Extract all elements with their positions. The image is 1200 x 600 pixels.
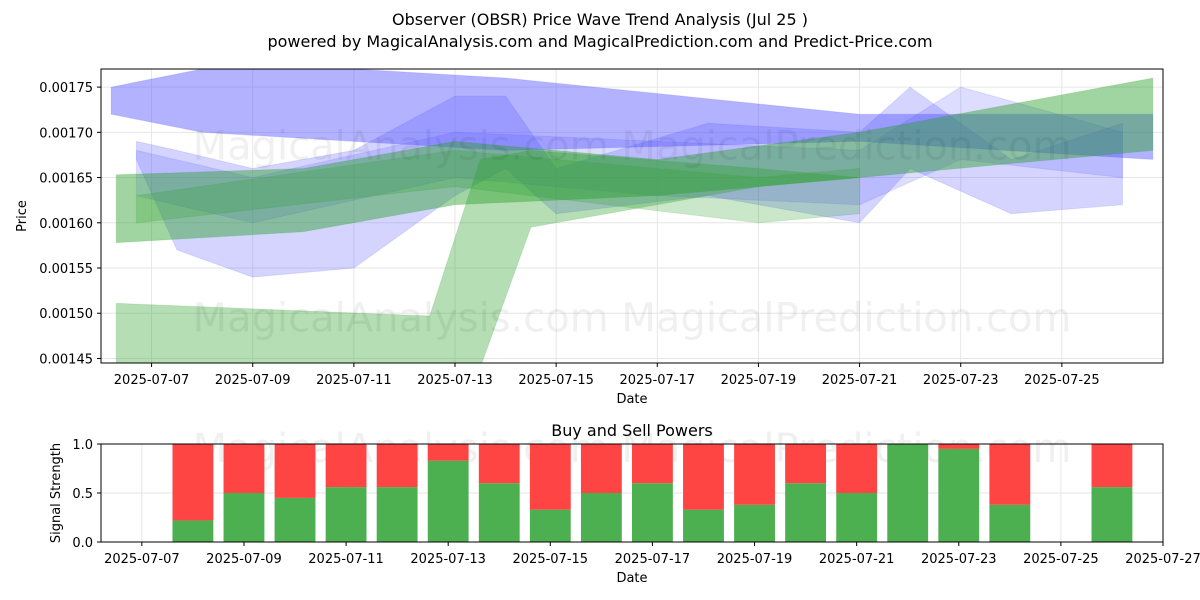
y-tick-label: 0.00160: [39, 217, 93, 232]
buy-bar: [938, 448, 980, 542]
buy-bar: [683, 509, 724, 542]
sell-bar: [580, 444, 622, 493]
x-tick-label: 2025-07-13: [417, 373, 493, 388]
y-tick-label: 0.00150: [39, 307, 93, 322]
x-tick-label: 2025-07-23: [923, 373, 999, 388]
sell-bar: [785, 444, 827, 484]
y-tick-label: 0.00145: [39, 352, 93, 367]
y-axis-label: Price: [15, 200, 30, 232]
green-band-3: [115, 77, 1154, 244]
price-chart: MagicalAnalysis.com MagicalPrediction.co…: [15, 68, 1164, 407]
buy-bar: [325, 487, 367, 542]
buy-bar: [172, 520, 214, 542]
chart-subtitle: powered by MagicalAnalysis.com and Magic…: [267, 32, 933, 51]
buy-bar: [580, 493, 622, 542]
x-tick-label: 2025-07-21: [822, 373, 898, 388]
buy-bar: [785, 483, 827, 542]
sell-bar: [836, 444, 878, 493]
signal-chart: MagicalAnalysis.com MagicalPrediction.co…: [49, 421, 1200, 586]
x-tick-label: 2025-07-13: [410, 552, 486, 567]
buy-bar: [734, 504, 775, 542]
chart-title: Observer (OBSR) Price Wave Trend Analysi…: [392, 10, 808, 29]
sell-bar: [632, 444, 673, 484]
sell-bar: [1091, 444, 1133, 488]
blue-band-0: [110, 69, 1154, 161]
buy-bar: [529, 509, 571, 542]
y-tick-label: 0.00175: [39, 81, 93, 96]
y-tick-label: 0.0: [72, 536, 93, 551]
x-tick-label: 2025-07-09: [206, 552, 282, 567]
y-tick-label: 0.00155: [39, 262, 93, 277]
x-tick-label: 2025-07-27: [1125, 552, 1200, 567]
x-tick-label: 2025-07-11: [316, 373, 392, 388]
signal-chart-title: Buy and Sell Powers: [551, 421, 713, 440]
x-axis-label: Date: [616, 571, 647, 586]
buy-bar: [1091, 487, 1133, 542]
y-tick-label: 0.00165: [39, 172, 93, 187]
sell-bar: [427, 444, 469, 461]
green-band-4: [115, 149, 860, 363]
x-tick-label: 2025-07-17: [615, 552, 691, 567]
y-tick-label: 0.5: [72, 487, 93, 502]
x-tick-label: 2025-07-15: [513, 552, 589, 567]
buy-bar: [989, 504, 1031, 542]
x-tick-label: 2025-07-15: [518, 373, 594, 388]
x-tick-label: 2025-07-11: [308, 552, 384, 567]
band-layer: [110, 69, 1154, 363]
x-tick-label: 2025-07-09: [215, 373, 291, 388]
buy-bar: [427, 460, 469, 542]
buy-bar: [223, 493, 265, 542]
blue-band-1: [135, 86, 1123, 278]
buy-bar: [478, 483, 520, 542]
y-axis-label: Signal Strength: [49, 443, 64, 543]
x-axis-label: Date: [616, 392, 647, 407]
sell-bar: [223, 444, 265, 493]
watermark: MagicalAnalysis.com MagicalPrediction.co…: [193, 295, 1072, 341]
sell-bar: [325, 444, 367, 488]
plot-frame: [100, 68, 1164, 364]
sell-bar: [734, 444, 775, 505]
buy-bar: [632, 483, 673, 542]
sell-bar: [683, 444, 724, 510]
watermark: MagicalAnalysis.com MagicalPrediction.co…: [193, 123, 1072, 169]
x-tick-label: 2025-07-21: [819, 552, 895, 567]
buy-bar: [887, 444, 929, 542]
green-band-5: [135, 149, 861, 224]
buy-bar: [376, 487, 418, 542]
y-tick-label: 0.00170: [39, 126, 93, 141]
blue-band-2: [135, 86, 1123, 224]
sell-bar: [529, 444, 571, 510]
x-tick-label: 2025-07-23: [921, 552, 997, 567]
sell-bar: [938, 444, 980, 449]
buy-bar: [274, 497, 316, 542]
x-tick-label: 2025-07-07: [114, 373, 190, 388]
x-tick-label: 2025-07-07: [104, 552, 180, 567]
x-tick-label: 2025-07-17: [620, 373, 696, 388]
x-tick-label: 2025-07-25: [1023, 552, 1099, 567]
x-tick-label: 2025-07-19: [717, 552, 793, 567]
buy-bar: [836, 493, 878, 542]
sell-bar: [376, 444, 418, 488]
y-tick-label: 1.0: [72, 438, 93, 453]
x-tick-label: 2025-07-25: [1024, 373, 1100, 388]
x-tick-label: 2025-07-19: [721, 373, 797, 388]
sell-bar: [478, 444, 520, 484]
sell-bar: [274, 444, 316, 498]
sell-bar: [989, 444, 1031, 505]
sell-bar: [172, 444, 214, 521]
